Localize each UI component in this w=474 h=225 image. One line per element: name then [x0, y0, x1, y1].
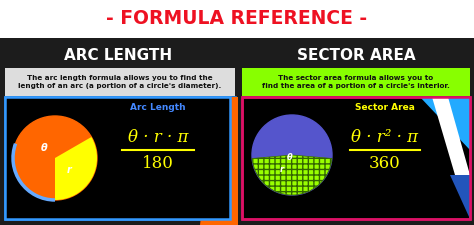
- Bar: [5, 97, 235, 219]
- Text: θ · r · π: θ · r · π: [128, 130, 188, 146]
- Polygon shape: [450, 175, 470, 219]
- Bar: [242, 68, 470, 96]
- Text: The sector area formula allows you to
find the area of a portion of a circle's i: The sector area formula allows you to fi…: [262, 75, 450, 89]
- Text: Arc Length: Arc Length: [130, 103, 186, 112]
- Text: r: r: [67, 165, 72, 175]
- Wedge shape: [55, 137, 97, 200]
- Bar: [5, 97, 230, 219]
- Circle shape: [13, 116, 97, 200]
- Text: θ · r² · π: θ · r² · π: [352, 130, 419, 146]
- Text: SECTOR AREA: SECTOR AREA: [297, 47, 415, 63]
- Text: θ: θ: [41, 143, 47, 153]
- Bar: [0, 0, 474, 38]
- Wedge shape: [252, 155, 332, 195]
- Polygon shape: [432, 97, 470, 175]
- Bar: [0, 38, 474, 68]
- Polygon shape: [420, 97, 470, 150]
- Bar: [242, 97, 470, 219]
- Bar: [242, 97, 470, 219]
- Polygon shape: [200, 97, 238, 225]
- Text: - FORMULA REFERENCE -: - FORMULA REFERENCE -: [107, 9, 367, 29]
- Text: ARC LENGTH: ARC LENGTH: [64, 47, 172, 63]
- Text: 180: 180: [142, 155, 174, 173]
- Text: The arc length formula allows you to find the
length of an arc (a portion of a c: The arc length formula allows you to fin…: [18, 75, 222, 89]
- Circle shape: [252, 115, 332, 195]
- Text: 360: 360: [369, 155, 401, 173]
- Text: Sector Area: Sector Area: [355, 103, 415, 112]
- Text: θ: θ: [287, 153, 293, 162]
- Text: r: r: [280, 166, 284, 175]
- Bar: [5, 68, 235, 96]
